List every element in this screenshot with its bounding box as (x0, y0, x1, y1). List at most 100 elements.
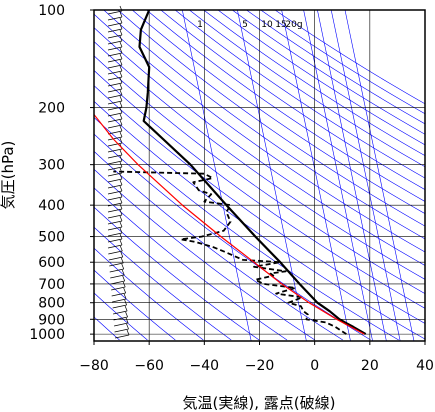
wind-barb (107, 220, 123, 225)
y-tick-label: 800 (38, 296, 65, 312)
wind-barb-flag (119, 113, 123, 120)
wind-barb-flag (119, 29, 123, 36)
dry-adiabat (94, 41, 425, 280)
wind-barb (111, 292, 126, 297)
wind-barb (107, 184, 123, 189)
wind-barb-flag (119, 161, 123, 168)
y-tick-label: 100 (38, 3, 65, 19)
y-tick-label: 900 (38, 312, 65, 328)
wind-barb-flag (119, 179, 123, 186)
wind-barb (107, 232, 123, 237)
wind-barb (108, 256, 123, 261)
wind-barb (107, 28, 123, 33)
wind-barb-flag (121, 263, 125, 270)
y-tick-label: 500 (38, 230, 65, 246)
y-tick-label: 300 (38, 158, 65, 174)
wind-barb (107, 214, 123, 219)
x-tick-label: −60 (134, 358, 164, 374)
wind-barb-flag (125, 311, 128, 318)
wind-barb (110, 274, 125, 279)
dry-adiabat (94, 269, 176, 341)
x-tick-label: 20 (361, 358, 379, 374)
dry-adiabat (189, 10, 425, 168)
wind-barb-flag (119, 149, 123, 156)
wind-barb (107, 154, 123, 159)
wind-barb (107, 52, 123, 57)
wind-barb-flag (120, 251, 124, 258)
dry-adiabat (160, 10, 425, 191)
wind-barb (107, 34, 123, 39)
wind-barb-flag (122, 275, 126, 282)
dry-adiabat (94, 247, 204, 341)
wind-barb (107, 226, 123, 231)
wind-barb (107, 208, 123, 213)
wind-barb-flag (119, 59, 123, 66)
wind-barb (107, 88, 123, 93)
x-axis-title: 気温(実線), 露点(破線) (183, 394, 336, 412)
wind-barb (107, 190, 123, 195)
wind-barb-flag (119, 65, 123, 72)
y-tick-label: 600 (38, 255, 65, 271)
y-tick-label: 700 (38, 277, 65, 293)
dry-adiabat (246, 10, 425, 125)
wind-barb (107, 46, 123, 51)
wind-barb (107, 124, 123, 129)
dry-adiabat (117, 10, 425, 227)
dry-adiabat (217, 10, 425, 146)
wind-barb-flag (119, 125, 123, 132)
x-tick-label: −40 (190, 358, 220, 374)
mixing-ratio-label: 10 (261, 20, 273, 30)
wind-barb-flag (124, 299, 127, 306)
wind-barb-flag (119, 101, 123, 108)
wind-barb (108, 250, 123, 255)
wind-barb (107, 148, 123, 153)
wind-barb (111, 286, 126, 291)
wind-barb (107, 70, 123, 75)
wind-barb (107, 130, 123, 135)
isobar-lines (94, 10, 425, 335)
wind-barb-flag (119, 227, 123, 234)
dry-adiabat (94, 27, 425, 266)
dry-adiabat (94, 85, 425, 324)
wind-barb-flag (119, 17, 123, 24)
wind-barb-flag (119, 197, 123, 204)
mixing-ratio-line (303, 10, 373, 341)
x-tick-label: 0 (310, 358, 319, 374)
dry-adiabat (94, 100, 425, 340)
mixing-ratio-line (330, 10, 401, 341)
wind-barb-flag (119, 23, 123, 30)
temperature-line (138, 10, 367, 336)
wind-barb (107, 82, 123, 87)
wind-barb-flag (119, 155, 123, 162)
mixing-ratio-line (317, 10, 387, 341)
wind-barb (107, 178, 123, 183)
wind-barb (114, 334, 130, 339)
wind-barb (107, 16, 123, 21)
dry-adiabat (103, 10, 425, 240)
wind-barb (107, 238, 123, 243)
dry-adiabat (94, 206, 260, 341)
wind-barb-flag (119, 107, 123, 114)
wind-barb (107, 100, 123, 105)
dry-adiabat (146, 10, 425, 202)
wind-barb-flag (119, 119, 123, 126)
dry-adiabat (94, 55, 425, 294)
wind-barb (107, 94, 123, 99)
wind-barb-flag (119, 191, 123, 198)
x-tick-label: −20 (245, 358, 275, 374)
wind-barb (110, 280, 125, 285)
wind-barb-flag (119, 245, 123, 252)
wind-barb (107, 112, 123, 117)
wind-barb-flag (119, 185, 123, 192)
mixing-ratio-label: 15 (275, 20, 286, 30)
mixing-ratio-label: 1 (197, 20, 203, 30)
dry-adiabat (94, 133, 371, 341)
dewpoint-line (113, 170, 347, 335)
wind-barb-flag (119, 89, 123, 96)
wind-barb (112, 298, 127, 303)
wind-barb-flag (119, 11, 123, 18)
wind-barb (107, 58, 123, 63)
wind-barb-flag (123, 287, 127, 294)
mixing-ratio-label: 20g (285, 20, 302, 30)
